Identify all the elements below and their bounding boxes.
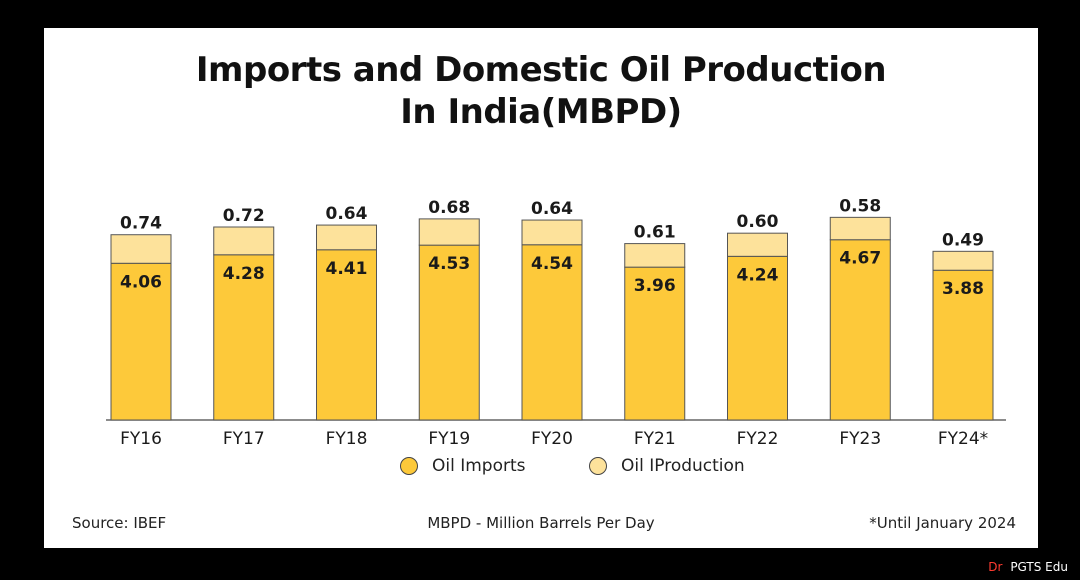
- legend-item-production: Oil IProduction: [589, 456, 745, 476]
- bar-production: [110, 234, 172, 264]
- bar-production: [316, 224, 377, 251]
- bar-imports: [727, 255, 788, 421]
- data-label-production: 0.74: [120, 214, 162, 234]
- data-label-imports: 4.06: [120, 272, 162, 292]
- x-tick-label: FY23: [839, 429, 881, 449]
- bar-imports: [316, 249, 377, 421]
- watermark-text: PGTS Edu: [1010, 560, 1068, 574]
- bar-production: [932, 250, 994, 271]
- chart-title-line-2: In India(MBPD): [400, 92, 682, 132]
- bar-production: [521, 219, 583, 246]
- x-tick-label: FY16: [120, 429, 162, 449]
- bar-production: [829, 216, 891, 241]
- data-label-production: 0.64: [531, 199, 573, 219]
- bar-imports: [624, 266, 686, 421]
- bar-imports: [110, 262, 172, 421]
- bar-imports: [418, 244, 480, 421]
- data-label-imports: 4.53: [428, 254, 470, 274]
- chart-title-line-1: Imports and Domestic Oil Production: [195, 50, 887, 90]
- data-label-production: 0.64: [326, 204, 368, 224]
- x-tick-label: FY17: [223, 429, 265, 449]
- watermark: Dr PGTS Edu: [988, 560, 1068, 574]
- data-label-imports: 3.96: [634, 276, 676, 296]
- legend-swatch-production: [589, 457, 607, 475]
- x-tick-label: FY22: [737, 429, 779, 449]
- x-tick-label: FY21: [634, 429, 676, 449]
- data-label-imports: 4.67: [839, 249, 881, 269]
- data-label-production: 0.68: [428, 198, 470, 218]
- unit-note: MBPD - Million Barrels Per Day: [427, 514, 655, 532]
- x-tick-label: FY18: [326, 429, 368, 449]
- data-label-production: 0.72: [223, 206, 265, 226]
- legend-swatch-imports: [400, 457, 418, 475]
- data-label-production: 0.60: [737, 212, 779, 232]
- data-label-imports: 4.24: [737, 265, 779, 285]
- legend-item-imports: Oil Imports: [400, 456, 526, 476]
- data-label-production: 0.61: [634, 223, 676, 243]
- data-label-imports: 4.54: [531, 254, 573, 274]
- data-label-production: 0.58: [839, 196, 881, 216]
- x-tick-label: FY19: [428, 429, 470, 449]
- bar-production: [418, 218, 480, 246]
- legend-label-imports: Oil Imports: [432, 456, 526, 476]
- data-label-imports: 4.41: [326, 259, 368, 279]
- x-tick-label: FY20: [531, 429, 573, 449]
- bar-production: [213, 226, 275, 256]
- bar-imports: [932, 269, 994, 421]
- data-label-production: 0.49: [942, 230, 984, 250]
- data-label-imports: 3.88: [942, 279, 984, 299]
- bar-imports: [213, 254, 275, 421]
- watermark-prefix: Dr: [988, 560, 1003, 574]
- bar-imports: [829, 239, 891, 421]
- bar-imports: [521, 244, 583, 421]
- x-tick-label: FY24*: [938, 429, 988, 449]
- legend-label-production: Oil IProduction: [621, 456, 745, 476]
- data-label-imports: 4.28: [223, 264, 265, 284]
- source-note: Source: IBEF: [72, 514, 167, 532]
- bar-production: [624, 243, 686, 268]
- date-note: *Until January 2024: [869, 514, 1016, 532]
- bar-production: [727, 232, 788, 257]
- chart-card: Imports and Domestic Oil Production In I…: [44, 28, 1038, 548]
- bar-chart: 4.06 0.74 FY16 4.28 0.72 FY17 4.41 0.64 FY18 4.53…: [106, 196, 1006, 449]
